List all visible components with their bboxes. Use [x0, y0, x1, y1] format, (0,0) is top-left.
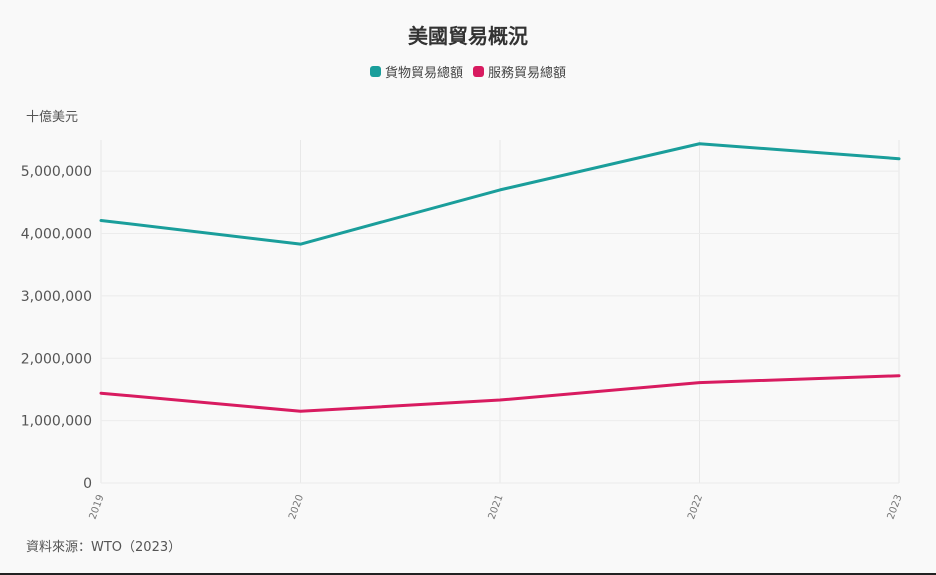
legend-item-goods[interactable]: 貨物貿易總額 — [369, 62, 463, 81]
x-tick-label: 2020 — [287, 493, 306, 521]
chart-title: 美國貿易概況 — [408, 24, 528, 48]
x-tick-label: 2022 — [686, 493, 705, 521]
source-note: 資料來源：WTO（2023） — [26, 540, 182, 555]
x-tick-label: 2023 — [886, 493, 905, 521]
chart-legend: 貨物貿易總額 服務貿易總額 — [0, 62, 936, 81]
legend-item-services[interactable]: 服務貿易總額 — [473, 62, 566, 81]
x-tick-label: 2019 — [88, 493, 107, 521]
y-tick-label: 4,000,000 — [21, 227, 92, 243]
x-tick-label: 2021 — [487, 493, 506, 521]
y-tick-label: 1,000,000 — [21, 414, 92, 430]
legend-label-goods: 貨物貿易總額 — [384, 66, 463, 81]
y-tick-label: 3,000,000 — [21, 289, 92, 305]
legend-swatch-services — [473, 66, 484, 77]
series-line-services — [99, 374, 901, 413]
legend-label-services: 服務貿易總額 — [488, 66, 567, 81]
series-line-goods — [99, 142, 901, 246]
legend-swatch-goods — [369, 66, 381, 77]
y-axis-unit-label: 十億美元 — [26, 110, 79, 125]
y-tick-label: 0 — [83, 476, 92, 492]
y-tick-label: 2,000,000 — [21, 351, 92, 367]
y-tick-label: 5,000,000 — [21, 164, 92, 180]
